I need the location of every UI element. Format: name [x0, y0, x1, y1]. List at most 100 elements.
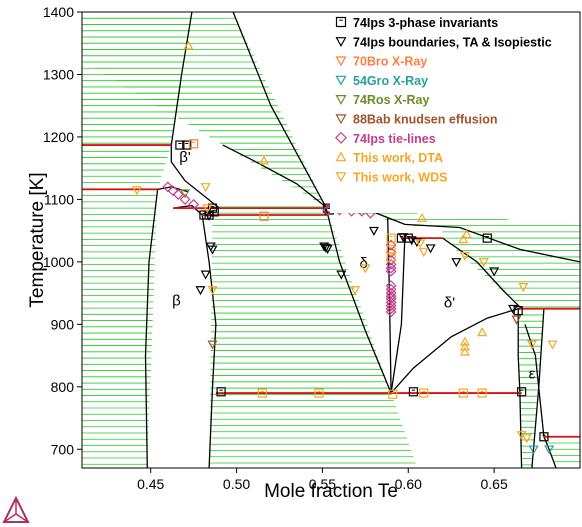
legend-label: 74Ros X-Ray	[353, 93, 429, 107]
data-point	[131, 186, 142, 196]
data-point	[350, 286, 361, 296]
data-point-outline	[388, 389, 398, 399]
data-point	[539, 432, 549, 442]
data-point	[385, 254, 397, 266]
data-point	[544, 445, 555, 455]
data-point	[458, 234, 469, 244]
thermo-calc-logo-icon	[2, 495, 30, 523]
x-tick-label: 0.55	[309, 476, 336, 492]
data-point	[175, 140, 185, 150]
data-point	[386, 252, 396, 262]
data-point	[477, 388, 487, 398]
legend-label: This work, DTA	[353, 151, 443, 165]
phase-boundary	[170, 12, 193, 146]
data-point	[385, 280, 397, 292]
phase-boundary	[390, 308, 519, 394]
data-point	[415, 239, 426, 249]
legend-entry: 88Bab knudsen effusion	[335, 113, 497, 127]
region-labels-layer: β' β δ δ' ε	[172, 149, 535, 383]
phase-boundary	[524, 324, 545, 437]
data-point	[451, 258, 462, 268]
x-axis: 0.45 0.50 0.55 0.60 0.65	[137, 468, 508, 492]
legend-entry: 54Gro X-Ray	[335, 74, 428, 88]
phase-boundary	[517, 308, 523, 468]
data-point	[207, 286, 218, 296]
data-point	[385, 265, 397, 277]
legend-label: 88Bab knudsen effusion	[353, 113, 497, 127]
data-point	[216, 387, 226, 397]
data-point	[482, 233, 492, 243]
data-point	[508, 304, 519, 314]
y-tick-label: 1400	[43, 4, 74, 20]
tie-lines-layer	[82, 12, 580, 468]
data-point	[416, 212, 428, 222]
y-axis: 700 800 900 1000 1100 1200 1300 1400	[43, 4, 82, 457]
legend-marker	[334, 131, 348, 144]
data-point	[182, 140, 192, 150]
data-point	[314, 388, 324, 398]
legend-entry: This work, WDS	[335, 170, 447, 184]
data-point	[195, 286, 206, 296]
series-5	[207, 315, 522, 350]
region-label: β	[172, 293, 181, 310]
legend-label: 74Ips 3-phase invariants	[353, 16, 498, 30]
data-point	[320, 243, 331, 253]
data-point	[385, 258, 397, 270]
legend-entry: 74Ros X-Ray	[335, 93, 429, 107]
series-6	[162, 181, 397, 318]
data-point	[322, 244, 333, 254]
series-8	[131, 183, 558, 444]
data-point	[478, 258, 489, 268]
phase-boundary	[232, 12, 327, 208]
data-point	[517, 387, 527, 397]
data-point-outline	[482, 233, 492, 243]
data-point	[461, 229, 472, 239]
data-point	[385, 303, 397, 315]
data-point	[386, 233, 396, 243]
data-point	[458, 388, 468, 398]
data-point	[385, 306, 397, 318]
data-point	[528, 445, 539, 455]
phase-boundary	[442, 237, 523, 310]
series-0	[175, 140, 549, 442]
series-1	[195, 211, 519, 314]
data-point	[398, 233, 409, 243]
legend-marker	[335, 75, 347, 86]
plot-frame	[81, 11, 581, 469]
data-point	[388, 389, 398, 399]
legend-marker	[335, 151, 347, 162]
data-point	[385, 239, 397, 251]
data-point-outline	[259, 211, 269, 221]
y-tick-label: 800	[51, 379, 75, 395]
data-point	[257, 388, 267, 398]
data-point	[477, 327, 488, 337]
data-point	[459, 341, 470, 351]
region-label: δ'	[444, 294, 455, 311]
data-point	[521, 434, 532, 444]
series-7	[183, 40, 488, 356]
data-point	[188, 198, 200, 210]
x-tick-label: 0.65	[481, 476, 508, 492]
legend-marker	[335, 114, 347, 125]
data-point-outline	[175, 140, 185, 150]
x-axis-title: Mole fraction Te	[264, 481, 398, 502]
phase-boundary	[144, 189, 159, 468]
legend-label: 54Gro X-Ray	[353, 74, 428, 88]
data-point-outline	[458, 388, 468, 398]
y-tick-label: 1100	[44, 191, 74, 207]
y-tick-label: 900	[51, 316, 75, 332]
data-point-outline	[182, 140, 192, 150]
data-point-outline	[189, 139, 199, 149]
data-point	[162, 181, 174, 193]
legend: 74Ips 3-phase invariants 74Ips boundaries…	[330, 13, 579, 213]
data-point-outline	[477, 388, 487, 398]
data-point-outline	[199, 210, 209, 220]
phase-boundary	[170, 145, 220, 209]
legend-marker-outline	[335, 16, 347, 28]
x-tick-label: 0.45	[137, 476, 164, 492]
data-point	[511, 315, 522, 325]
x-tick-label: 0.60	[395, 476, 422, 492]
data-point	[259, 155, 270, 165]
data-point	[408, 387, 419, 397]
